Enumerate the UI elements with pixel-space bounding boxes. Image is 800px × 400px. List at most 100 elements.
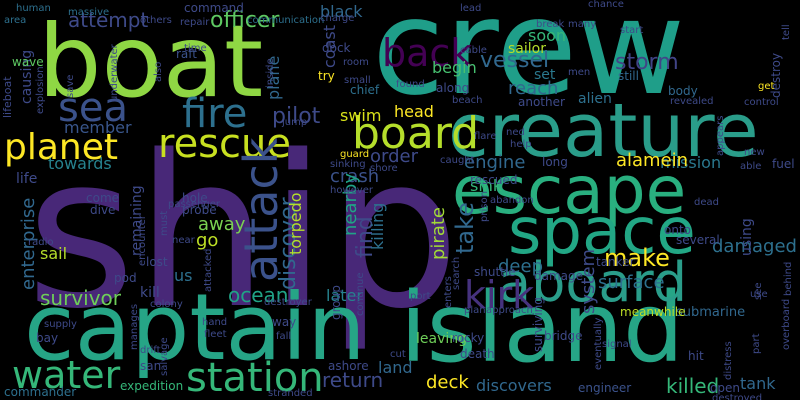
word-return: return — [322, 368, 384, 392]
word-inside: inside — [265, 58, 276, 88]
word-abandon: abandon — [490, 195, 534, 206]
word-along: along — [436, 81, 470, 95]
word-still: still — [618, 69, 639, 83]
word-area: area — [4, 15, 27, 26]
word-deep: deep — [498, 256, 543, 277]
word-supply: supply — [44, 319, 77, 330]
word-san: san — [140, 359, 162, 373]
word-kirk: kirk — [464, 273, 535, 317]
word-long: long — [542, 155, 568, 169]
word-black: black — [320, 2, 363, 21]
word-dock: dock — [322, 41, 351, 55]
word-surviving: surviving — [531, 297, 545, 352]
word-space: space — [508, 195, 696, 269]
word-however: however — [330, 185, 373, 196]
word-hole: hole — [182, 191, 208, 205]
word-charge: charge — [320, 13, 355, 24]
word-bay: bay — [36, 331, 59, 345]
word-see: see — [753, 282, 764, 300]
word-destroyer: destroyer — [264, 297, 312, 308]
word-us: us — [174, 266, 193, 285]
word-mission: mission — [660, 153, 722, 172]
word-chance: chance — [588, 0, 624, 10]
word-new: new — [744, 147, 765, 158]
word-pirate: pirate — [428, 207, 449, 260]
word-many: many — [568, 19, 597, 30]
word-able: able — [740, 161, 762, 172]
word-flare: flare — [474, 131, 497, 142]
word-continue: continue — [355, 272, 366, 316]
word-discovers: discovers — [476, 376, 552, 395]
word-repair: repair — [180, 17, 210, 28]
word-swim: swim — [340, 106, 382, 125]
word-officer: officer — [210, 8, 280, 33]
word-damage: damage — [534, 269, 584, 283]
word-explosion: explosion — [35, 66, 46, 114]
word-attacked: attacked — [203, 248, 214, 292]
word-creature: creature — [448, 88, 759, 174]
word-approach: approach — [486, 305, 533, 316]
word-eventually: eventually — [593, 317, 604, 370]
word-port: port — [410, 291, 431, 302]
word-chief: chief — [350, 83, 380, 97]
word-fall: fall — [276, 331, 292, 342]
word-begin: begin — [432, 58, 477, 77]
word-lifeboat: lifeboat — [1, 76, 14, 118]
word-hit: hit — [688, 349, 704, 363]
word-bridge: bridge — [544, 329, 583, 343]
word-behind: behind — [783, 261, 794, 296]
word-land: land — [378, 358, 413, 377]
word-raft: raft — [176, 47, 198, 61]
word-survivor: survivor — [40, 286, 122, 310]
word-tell: tell — [781, 24, 792, 40]
word-part: part — [751, 333, 762, 354]
word-back: back — [382, 31, 473, 75]
word-attempt: attempt — [68, 8, 149, 32]
word-start: start — [620, 25, 644, 36]
word-body: body — [668, 84, 698, 98]
word-must: must — [159, 210, 170, 236]
word-fire: fire — [182, 91, 248, 137]
word-commander: commander — [4, 385, 77, 399]
word-tank: tank — [740, 374, 776, 393]
word-dive: dive — [90, 203, 116, 217]
word-beach: beach — [452, 95, 483, 106]
word-dead: dead — [694, 197, 719, 208]
word-salvage: salvage — [159, 337, 170, 376]
word-alien: alien — [578, 91, 612, 107]
word-aboard: aboard — [498, 251, 688, 314]
word-communication: communication — [247, 15, 325, 26]
word-probe: probe — [182, 203, 217, 217]
word-torpedo: torpedo — [286, 192, 305, 255]
word-later: later — [326, 286, 363, 305]
word-help: help — [510, 139, 532, 150]
word-board: board — [352, 108, 480, 159]
word-order: order — [370, 146, 418, 167]
word-reach: reach — [508, 78, 559, 99]
word-away: away — [198, 214, 246, 235]
word-group: group — [329, 285, 343, 320]
word-caught: caught — [440, 155, 475, 166]
word-another: another — [518, 95, 565, 109]
word-rocky: rocky — [452, 331, 485, 345]
word-member: member — [64, 118, 132, 137]
word-massive: massive — [68, 7, 110, 18]
word-ship: ship — [26, 110, 461, 355]
word-set: set — [534, 67, 556, 83]
word-lead: lead — [460, 3, 482, 14]
word-sea: sea — [58, 85, 128, 131]
word-human: human — [16, 3, 51, 14]
word-sink: sink — [470, 176, 503, 195]
word-leaving: leaving — [416, 331, 468, 347]
word-appears: appears — [715, 115, 726, 156]
word-sailor: sailor — [508, 41, 546, 57]
word-underwater: underwater — [109, 44, 120, 102]
word-several: several — [676, 233, 720, 247]
word-jump: jump — [282, 117, 308, 128]
word-passenger: passenger — [168, 199, 220, 210]
word-life: life — [16, 171, 38, 187]
word-remaining: remaining — [129, 185, 145, 256]
word-cable: cable — [460, 45, 487, 56]
word-crew: crew — [372, 0, 686, 125]
